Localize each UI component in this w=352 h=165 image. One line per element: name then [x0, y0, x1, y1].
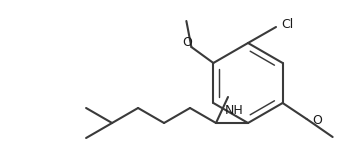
Text: O: O: [182, 35, 192, 49]
Text: O: O: [313, 115, 322, 128]
Text: Cl: Cl: [281, 17, 293, 31]
Text: NH: NH: [225, 104, 243, 117]
